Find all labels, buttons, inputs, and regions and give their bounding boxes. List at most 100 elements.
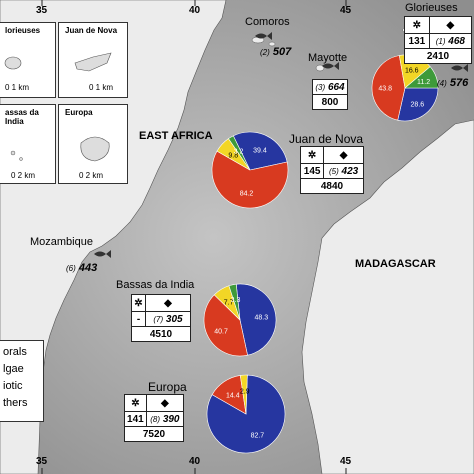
pie-charts: 28.6 43.8 16.6 11.2 39.4 84.2 9.83.2 48.3 40.7 7.…: [203, 54, 439, 454]
pie-slice: [232, 131, 288, 171]
pie-slice: [211, 150, 289, 209]
label-comoros: Comoros: [245, 16, 290, 28]
pie-slice-label: 3.2: [234, 148, 244, 155]
coral-icon: ✲: [404, 16, 430, 34]
inset-title: lorieuses: [5, 26, 41, 35]
coral-icon: ✲: [124, 394, 147, 412]
pie-slice: [228, 283, 241, 321]
pie-slice-label: 82.7: [251, 432, 265, 439]
pie-slice: [228, 135, 251, 171]
label-mayotte: Mayotte: [308, 52, 348, 64]
inset-glorieuses: lorieuses 0 1 km: [0, 22, 56, 98]
pie-slice-label: 43.8: [378, 86, 392, 93]
axis-top-35: 35: [36, 5, 48, 16]
legend-corals: orals: [3, 346, 27, 358]
cell-area: 4510: [131, 326, 191, 342]
count-glorieuses-side: (4) 576: [437, 77, 469, 89]
pie-slice: [235, 283, 277, 356]
cell-species: (7) 305: [144, 311, 192, 327]
count-mozambique: (6) 443: [66, 262, 98, 274]
cell-left: 145: [299, 163, 325, 179]
inset-europa: Europa 0 2 km: [58, 104, 128, 184]
axis-top-40: 40: [189, 5, 201, 16]
pie-slice-label: 16.6: [405, 67, 419, 74]
pie-slice-label: 48.3: [255, 315, 269, 322]
inset-bassas-da-india: assas da India 0 2 km: [0, 104, 56, 184]
pie-slice-label: 40.7: [214, 328, 228, 335]
pie-europa: 82.7 14.42.9: [206, 374, 286, 454]
fish-icon: [322, 62, 339, 70]
cell-species: (8) 390: [145, 411, 185, 427]
axis-ticks: [41, 0, 347, 474]
coral-icon: ✲: [299, 146, 325, 164]
table-europa: ✲ ◆ 141 (8) 390 7520: [124, 394, 185, 442]
fish-icon: [94, 250, 111, 258]
legend-algae: lgae: [3, 363, 24, 375]
pie-slice-label: 9.8: [228, 153, 238, 160]
pie-bassas-da-india: 48.3 40.7 7.73.3: [203, 283, 277, 357]
fish-icon: [255, 32, 272, 40]
cell-area: 2410: [404, 48, 472, 64]
label-mozambique: Mozambique: [30, 236, 93, 248]
pie-slice-label: 7.7: [224, 300, 234, 307]
cell-species: (5) 423: [323, 163, 364, 179]
pie-slice: [404, 66, 439, 89]
fish-icon: [451, 64, 468, 72]
fish-icon: ◆: [144, 294, 192, 312]
pie-slice: [203, 294, 248, 357]
label-glorieuses: Glorieuses: [405, 2, 458, 14]
cell-left: 141: [124, 411, 147, 427]
fish-icons: [94, 32, 468, 258]
fish-icon: ◆: [323, 146, 364, 164]
pie-glorieuses: 28.6 43.8 16.6 11.2: [371, 54, 439, 122]
region-madagascar: MADAGASCAR: [355, 258, 436, 270]
axis-bottom-45: 45: [340, 456, 352, 467]
pie-juan-de-nova: 39.4 84.2 9.83.2: [211, 131, 289, 209]
label-europa: Europa: [148, 380, 187, 394]
label-juan-de-nova: Juan de Nova: [289, 132, 364, 146]
legend-abiotic: iotic: [3, 380, 23, 392]
inset-title: Juan de Nova: [65, 26, 118, 35]
inset-juan-de-nova: Juan de Nova 0 1 km: [58, 22, 128, 98]
cell-left: 131: [404, 33, 430, 49]
table-juan-de-nova: ✲ ◆ 145 (5) 423 4840: [299, 146, 364, 194]
pie-slice-label: 11.2: [417, 79, 430, 86]
cell-species: (3) 664: [312, 79, 348, 95]
pie-slice: [239, 374, 248, 415]
legend: orals lgae iotic thers: [0, 340, 44, 422]
count-comoros: (2) 507: [260, 46, 292, 58]
table-mayotte: (3) 664 800: [312, 79, 348, 110]
pie-slice-label: 3.3: [231, 297, 241, 304]
africa-landmass: [0, 0, 227, 474]
legend-others: thers: [3, 397, 28, 409]
fish-icon: ◆: [145, 394, 185, 412]
inset-scale: 0 2 km: [79, 171, 104, 180]
cell-area: 7520: [124, 426, 184, 442]
inset-title: Europa: [65, 108, 93, 117]
pie-slice-label: 39.4: [253, 147, 267, 154]
inset-scale: 0 2 km: [11, 171, 36, 180]
cell-left: -: [131, 311, 146, 327]
axis-bottom-40: 40: [189, 456, 201, 467]
madagascar-landmass: [301, 119, 474, 474]
pie-slice-label: 2.9: [240, 389, 250, 396]
cell-species: (1) 468: [428, 33, 473, 49]
pie-slice-label: 84.2: [240, 191, 254, 198]
cell-area: 800: [312, 94, 348, 110]
axis-top-45: 45: [340, 5, 352, 16]
axis-bottom-35: 35: [36, 456, 48, 467]
inset-scale: 0 1 km: [5, 83, 30, 92]
pie-slice-label: 14.4: [226, 393, 240, 400]
pie-slice-label: 28.6: [411, 101, 425, 108]
cell-area: 4840: [300, 178, 364, 194]
fish-icon: ◆: [428, 16, 473, 34]
inset-title: assas da India: [5, 108, 39, 126]
inset-scale: 0 1 km: [89, 83, 114, 92]
table-glorieuses: ✲ ◆ 131 (1) 468 2410: [404, 16, 473, 64]
region-east-africa: EAST AFRICA: [139, 130, 213, 142]
coral-icon: ✲: [131, 294, 146, 312]
pie-slice: [397, 87, 439, 122]
label-bassas-da-india: Bassas da India: [116, 279, 195, 291]
